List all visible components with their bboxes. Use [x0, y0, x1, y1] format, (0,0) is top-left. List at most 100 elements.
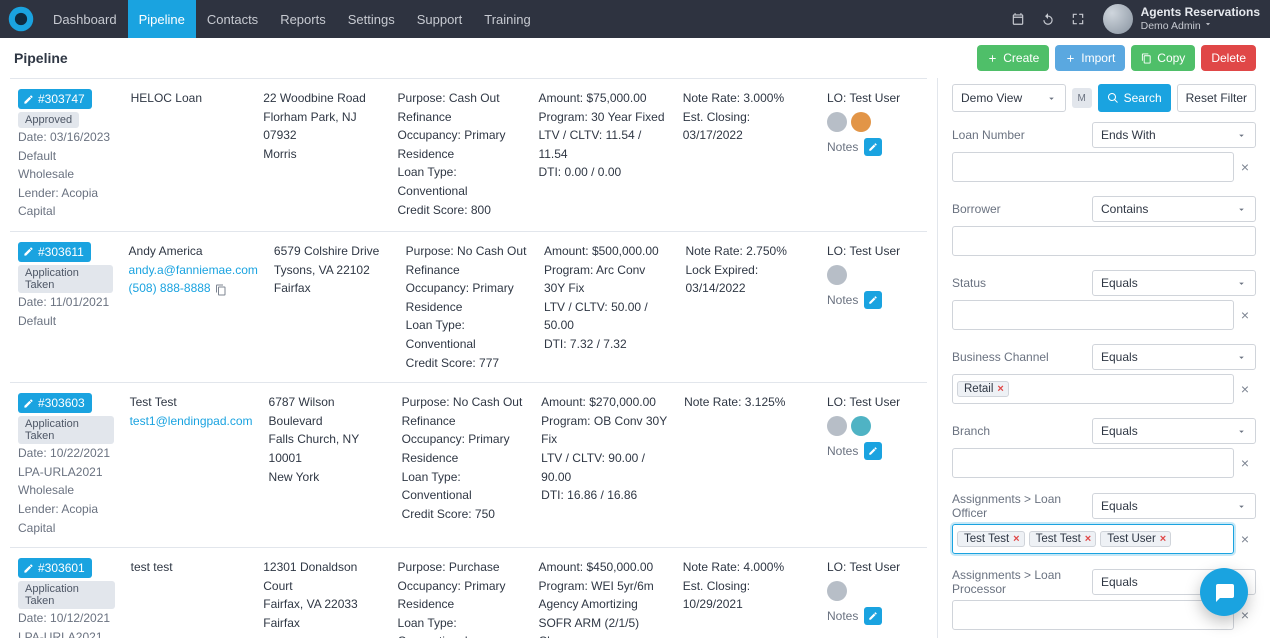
chevron-down-icon: [1236, 352, 1247, 363]
delete-button-label: Delete: [1211, 51, 1246, 65]
addr-line: Florham Park, NJ 07932: [263, 108, 381, 145]
chevron-down-icon: [1046, 93, 1057, 104]
filter-tagbox[interactable]: Test Test×Test Test×Test User×: [952, 524, 1234, 554]
pencil-icon: [23, 563, 34, 574]
filter-input[interactable]: [952, 226, 1256, 256]
nav-item-pipeline[interactable]: Pipeline: [128, 0, 196, 38]
filter-label: Assignments > Loan Officer: [952, 492, 1092, 520]
create-button[interactable]: Create: [977, 45, 1049, 71]
filter-op-label: Equals: [1101, 424, 1138, 438]
view-select[interactable]: Demo View: [952, 84, 1066, 112]
notes-edit-button[interactable]: [864, 291, 882, 309]
filter-tagbox[interactable]: [952, 448, 1234, 478]
row-meta: Wholesale Lender: Acopia Capital: [18, 481, 114, 537]
pipeline-row[interactable]: #303747ApprovedDate: 03/16/2023DefaultWh…: [10, 78, 927, 231]
import-button[interactable]: Import: [1055, 45, 1125, 71]
note-line: Note Rate: 3.000%: [683, 89, 811, 108]
status-badge: Approved: [18, 112, 79, 128]
tag-label: Test Test: [1036, 533, 1081, 545]
loan-id-chip[interactable]: #303611: [18, 242, 91, 262]
filter-clear-icon[interactable]: ×: [1234, 374, 1256, 404]
nav-item-dashboard[interactable]: Dashboard: [42, 0, 128, 38]
lo-label: LO: Test User: [827, 242, 919, 261]
filter-op-select[interactable]: Contains: [1092, 196, 1256, 222]
user-menu[interactable]: Agents Reservations Demo Admin: [1093, 0, 1270, 38]
borrower-phone[interactable]: (508) 888-8888: [129, 281, 211, 295]
pipeline-list: #303747ApprovedDate: 03/16/2023DefaultWh…: [0, 78, 938, 638]
filter-op-select[interactable]: Equals: [1092, 344, 1256, 370]
status-badge: Application Taken: [18, 265, 113, 293]
nav-item-training[interactable]: Training: [473, 0, 541, 38]
filter-clear-icon[interactable]: ×: [1234, 524, 1256, 554]
copy-icon[interactable]: [215, 283, 227, 295]
notes-edit-button[interactable]: [864, 442, 882, 460]
borrower-email[interactable]: test1@lendingpad.com: [130, 414, 253, 428]
filter-op-label: Ends With: [1101, 128, 1156, 142]
filter-tagbox[interactable]: [952, 600, 1234, 630]
notes-label: Notes: [827, 293, 858, 307]
refresh-icon[interactable]: [1033, 0, 1063, 38]
amount-line: Program: Arc Conv 30Y Fix: [544, 261, 670, 298]
filter-op-select[interactable]: Equals: [1092, 418, 1256, 444]
chat-fab[interactable]: [1200, 568, 1248, 616]
filter-clear-icon[interactable]: ×: [1234, 448, 1256, 478]
tag-remove-icon[interactable]: ×: [997, 384, 1003, 395]
m-badge[interactable]: M: [1072, 88, 1092, 108]
lo-avatar: [827, 112, 847, 132]
addr-line: New York: [269, 468, 386, 487]
filter-op-select[interactable]: Equals: [1092, 270, 1256, 296]
amount-line: Amount: $500,000.00: [544, 242, 670, 261]
import-button-label: Import: [1081, 51, 1115, 65]
chevron-down-icon: [1236, 204, 1247, 215]
nav-item-reports[interactable]: Reports: [269, 0, 337, 38]
borrower-name: HELOC Loan: [131, 89, 248, 108]
loan-id-chip[interactable]: #303601: [18, 558, 92, 578]
expand-icon[interactable]: [1063, 0, 1093, 38]
lo-label: LO: Test User: [827, 393, 919, 412]
purpose-line: Loan Type: Conventional: [398, 163, 523, 200]
nav-item-support[interactable]: Support: [406, 0, 474, 38]
note-line: Note Rate: 3.125%: [684, 393, 811, 412]
nav-item-settings[interactable]: Settings: [337, 0, 406, 38]
row-meta: Date: 10/12/2021: [18, 609, 115, 628]
lo-avatar: [851, 416, 871, 436]
filter-clear-icon[interactable]: ×: [1234, 152, 1256, 182]
filter-tagbox[interactable]: Retail×: [952, 374, 1234, 404]
tag-remove-icon[interactable]: ×: [1013, 534, 1019, 545]
filter-clear-icon[interactable]: ×: [1234, 300, 1256, 330]
user-name: Agents Reservations: [1141, 6, 1260, 19]
amount-line: Program: 30 Year Fixed: [538, 108, 666, 127]
borrower-name: test test: [131, 558, 248, 577]
filter-input[interactable]: [952, 152, 1234, 182]
filter-op-select[interactable]: Ends With: [1092, 122, 1256, 148]
loan-id-chip[interactable]: #303603: [18, 393, 92, 413]
purpose-line: Occupancy: Primary Residence: [402, 430, 526, 467]
copy-button[interactable]: Copy: [1131, 45, 1195, 71]
purpose-line: Loan Type: Conventional: [398, 614, 523, 638]
pipeline-row[interactable]: #303601Application TakenDate: 10/12/2021…: [10, 547, 927, 638]
borrower-email[interactable]: andy.a@fanniemae.com: [129, 263, 258, 277]
lo-avatar: [851, 112, 871, 132]
tag-remove-icon[interactable]: ×: [1085, 534, 1091, 545]
purpose-line: Credit Score: 800: [398, 201, 523, 220]
brand-logo[interactable]: [0, 0, 42, 38]
loan-id-chip[interactable]: #303747: [18, 89, 92, 109]
nav-item-contacts[interactable]: Contacts: [196, 0, 269, 38]
delete-button[interactable]: Delete: [1201, 45, 1256, 71]
reset-filter-button[interactable]: Reset Filter: [1177, 84, 1256, 112]
filter-tagbox[interactable]: [952, 300, 1234, 330]
filter-op-label: Equals: [1101, 575, 1138, 589]
notes-edit-button[interactable]: [864, 607, 882, 625]
calendar-icon[interactable]: [1003, 0, 1033, 38]
pipeline-row[interactable]: #303611Application TakenDate: 11/01/2021…: [10, 231, 927, 382]
search-button[interactable]: Search: [1098, 84, 1171, 112]
borrower-name: Andy America: [129, 242, 258, 261]
pipeline-row[interactable]: #303603Application TakenDate: 10/22/2021…: [10, 382, 927, 547]
filter-tag: Retail×: [957, 381, 1009, 397]
search-button-label: Search: [1124, 91, 1162, 105]
addr-line: Fairfax, VA 22033: [263, 595, 381, 614]
filter-op-select[interactable]: Equals: [1092, 493, 1256, 519]
notes-edit-button[interactable]: [864, 138, 882, 156]
tag-remove-icon[interactable]: ×: [1160, 534, 1166, 545]
loan-id: #303601: [38, 561, 85, 575]
